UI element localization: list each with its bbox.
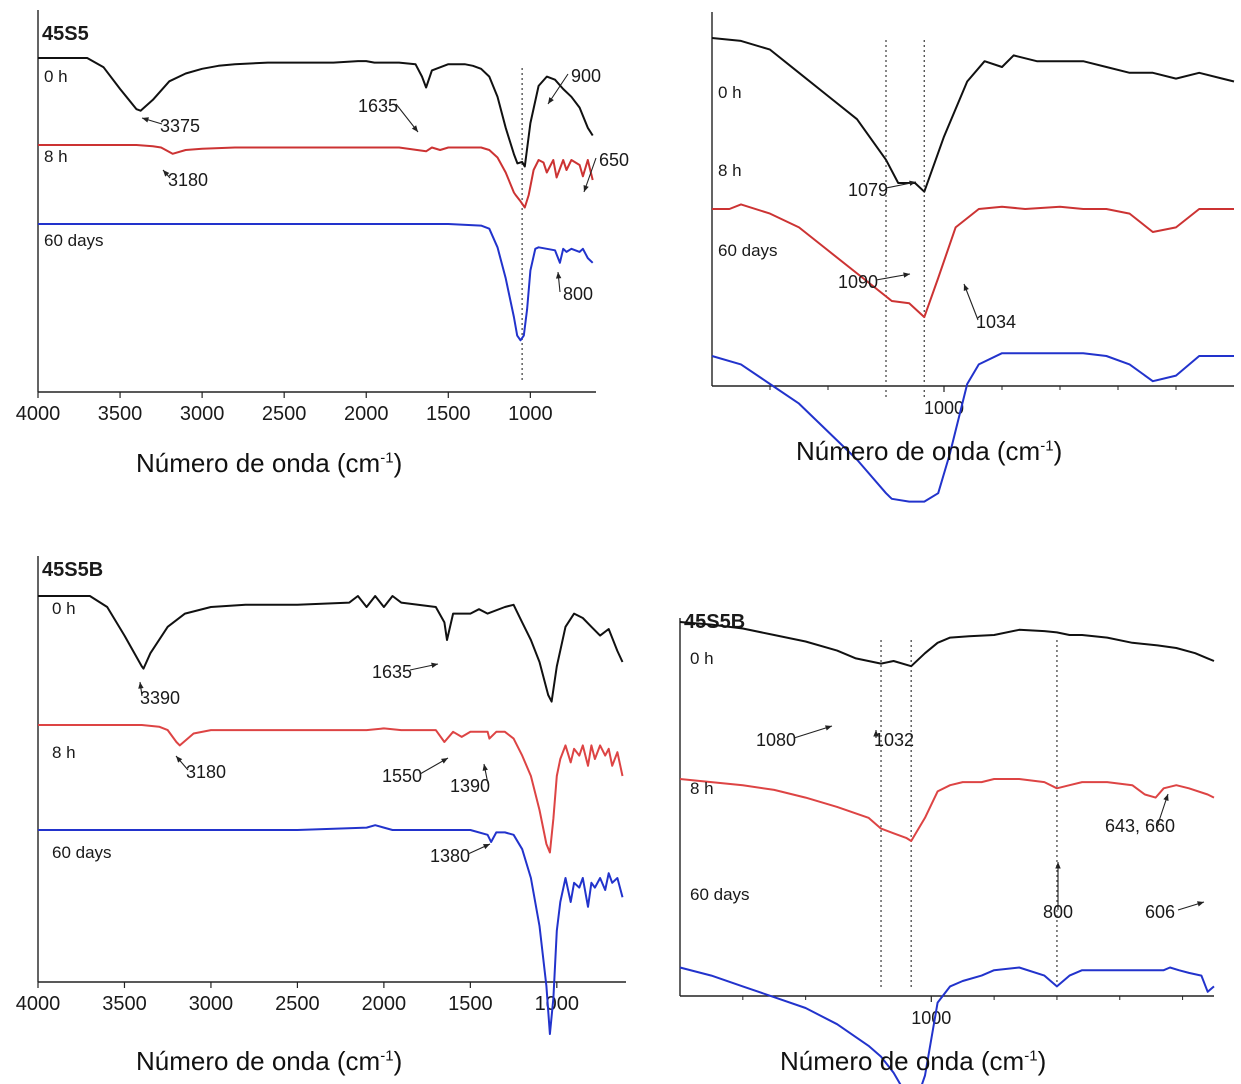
annotation-label-3-1635: 1635 bbox=[372, 662, 412, 682]
annotation-label-4-1080: 1080 bbox=[756, 730, 796, 750]
series-label-3-8-h: 8 h bbox=[52, 743, 76, 762]
x-tick-label-3-2500: 2500 bbox=[275, 993, 320, 1015]
series-label-4-8-h: 8 h bbox=[690, 779, 714, 798]
series-label-4-60-days: 60 days bbox=[690, 885, 750, 904]
annotation-label-3-1550: 1550 bbox=[382, 766, 422, 786]
annotation-label-2-1034: 1034 bbox=[976, 312, 1016, 332]
annotation-label-4-606: 606 bbox=[1145, 902, 1175, 922]
annotation-arrowhead-3-3 bbox=[441, 758, 448, 764]
x-tick-label-3-3000: 3000 bbox=[189, 993, 234, 1015]
annotation-label-3-3180: 3180 bbox=[186, 762, 226, 782]
series-line-4-8-h bbox=[679, 778, 1215, 842]
x-tick-label-1-1500: 1500 bbox=[426, 403, 471, 425]
series-line-4-60-days bbox=[679, 966, 1215, 1084]
annotation-arrowhead-1-1 bbox=[411, 125, 418, 132]
annotation-arrowhead-3-5 bbox=[483, 844, 490, 850]
annotation-label-3-1380: 1380 bbox=[430, 846, 470, 866]
x-tick-label-1-3000: 3000 bbox=[180, 403, 225, 425]
annotation-label-1-3375: 3375 bbox=[160, 116, 200, 136]
xlabel-panel-4: Número de onda (cm-1) bbox=[780, 1046, 1047, 1076]
series-line-3-60-days bbox=[38, 824, 624, 1035]
annotation-label-1-800: 800 bbox=[563, 284, 593, 304]
annotation-arrowhead-1-5 bbox=[555, 272, 562, 279]
annotation-label-3-1390: 1390 bbox=[450, 776, 490, 796]
x-tick-label-1-2000: 2000 bbox=[344, 403, 389, 425]
series-label-3-0-h: 0 h bbox=[52, 599, 76, 618]
series-label-1-8-h: 8 h bbox=[44, 147, 68, 166]
annotation-label-4-800: 800 bbox=[1043, 902, 1073, 922]
xlabel-panel-3: Número de onda (cm-1) bbox=[136, 1046, 403, 1076]
annotation-label-1-650: 650 bbox=[599, 150, 629, 170]
x-tick-label-3-1500: 1500 bbox=[448, 993, 493, 1015]
annotation-arrowhead-2-0 bbox=[909, 180, 916, 186]
annotation-label-3-3390: 3390 bbox=[140, 688, 180, 708]
annotation-arrowhead-4-2 bbox=[1163, 794, 1169, 801]
series-line-3-8-h bbox=[38, 724, 624, 854]
series-label-2-60-days: 60 days bbox=[718, 241, 778, 260]
x-tick-label-3-3500: 3500 bbox=[102, 993, 147, 1015]
annotation-label-1-900: 900 bbox=[571, 66, 601, 86]
annotation-arrowhead-1-3 bbox=[163, 170, 170, 177]
annotation-label-1-1635: 1635 bbox=[358, 96, 398, 116]
annotation-arrow-4-0 bbox=[793, 725, 833, 739]
x-tick-label-1-2500: 2500 bbox=[262, 403, 307, 425]
series-label-1-0-h: 0 h bbox=[44, 67, 68, 86]
xlabel-panel-1: Número de onda (cm-1) bbox=[136, 448, 403, 478]
series-line-3-0-h bbox=[38, 595, 624, 703]
annotation-arrowhead-3-2 bbox=[176, 756, 183, 763]
annotation-arrowhead-4-4 bbox=[1197, 901, 1204, 907]
panel-title-3: 45S5B bbox=[42, 559, 103, 581]
annotation-arrowhead-3-1 bbox=[431, 662, 438, 669]
annotation-label-4-643-660: 643, 660 bbox=[1105, 816, 1175, 836]
series-line-1-0-h bbox=[38, 57, 594, 168]
series-label-2-8-h: 8 h bbox=[718, 161, 742, 180]
x-tick-label-1-3500: 3500 bbox=[98, 403, 143, 425]
series-label-3-60-days: 60 days bbox=[52, 843, 112, 862]
x-tick-label-1-1000: 1000 bbox=[508, 403, 553, 425]
series-line-2-60-days bbox=[711, 352, 1234, 503]
series-line-1-60-days bbox=[38, 223, 594, 342]
series-label-2-0-h: 0 h bbox=[718, 83, 742, 102]
x-tick-label-4-1000: 1000 bbox=[911, 1008, 951, 1028]
series-line-2-8-h bbox=[712, 203, 1234, 319]
annotation-arrowhead-1-2 bbox=[548, 97, 554, 104]
series-line-4-0-h bbox=[679, 621, 1215, 668]
x-tick-label-3-1000: 1000 bbox=[535, 993, 580, 1015]
x-tick-label-3-4000: 4000 bbox=[16, 993, 61, 1015]
x-tick-label-2-1000: 1000 bbox=[924, 398, 964, 418]
series-line-1-8-h bbox=[38, 144, 594, 209]
annotation-arrowhead-2-2 bbox=[963, 284, 969, 291]
annotation-label-2-1090: 1090 bbox=[838, 272, 878, 292]
annotation-arrowhead-3-0 bbox=[138, 682, 144, 689]
annotation-arrowhead-4-0 bbox=[825, 725, 832, 731]
annotation-arrowhead-3-4 bbox=[482, 764, 488, 771]
series-label-1-60-days: 60 days bbox=[44, 231, 104, 250]
xlabel-panel-2: Número de onda (cm-1) bbox=[796, 436, 1063, 466]
series-label-4-0-h: 0 h bbox=[690, 649, 714, 668]
panel-title-1: 45S5 bbox=[42, 23, 89, 45]
x-tick-label-3-2000: 2000 bbox=[362, 993, 407, 1015]
annotation-arrowhead-4-1 bbox=[873, 730, 879, 737]
annotation-arrowhead-4-3 bbox=[1055, 862, 1061, 869]
panel-title-4: 45S5B bbox=[684, 611, 745, 633]
annotation-arrowhead-1-0 bbox=[142, 117, 149, 123]
annotation-label-1-3180: 3180 bbox=[168, 170, 208, 190]
annotation-label-4-1032: 1032 bbox=[874, 730, 914, 750]
x-tick-label-1-4000: 4000 bbox=[16, 403, 61, 425]
annotation-arrowhead-2-1 bbox=[903, 272, 910, 278]
series-line-2-0-h bbox=[711, 37, 1235, 193]
annotation-arrowhead-1-4 bbox=[583, 185, 589, 192]
annotation-label-2-1079: 1079 bbox=[848, 180, 888, 200]
